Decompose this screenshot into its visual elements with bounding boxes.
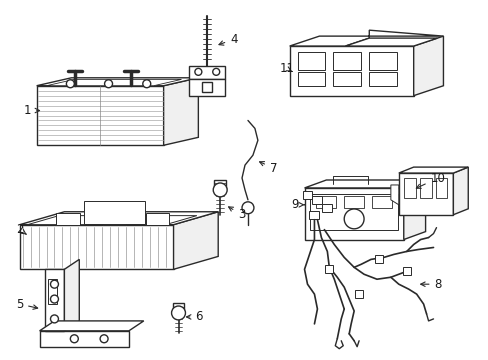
Bar: [325, 265, 333, 273]
Text: 1: 1: [24, 104, 40, 117]
Bar: [435, 178, 447, 198]
Polygon shape: [64, 260, 79, 331]
Polygon shape: [398, 167, 468, 173]
Polygon shape: [20, 212, 218, 225]
Text: 11: 11: [279, 62, 294, 75]
Bar: [368, 52, 396, 70]
Bar: [333, 52, 360, 70]
Bar: [316, 196, 336, 208]
Polygon shape: [172, 303, 184, 313]
Bar: [102, 213, 126, 225]
Circle shape: [212, 68, 219, 75]
Text: 5: 5: [16, 297, 38, 311]
Circle shape: [104, 80, 112, 88]
Bar: [297, 72, 325, 86]
Polygon shape: [390, 185, 398, 205]
Bar: [333, 72, 360, 86]
Circle shape: [50, 280, 59, 288]
Bar: [202, 82, 212, 92]
Polygon shape: [289, 30, 443, 46]
Polygon shape: [345, 38, 437, 46]
Polygon shape: [40, 321, 143, 331]
Circle shape: [100, 335, 108, 343]
Bar: [47, 279, 57, 304]
Text: 10: 10: [415, 171, 445, 188]
Polygon shape: [173, 212, 218, 269]
Bar: [374, 255, 382, 264]
Circle shape: [50, 295, 59, 303]
Bar: [354, 290, 362, 298]
Polygon shape: [398, 173, 452, 215]
Text: 8: 8: [420, 278, 441, 291]
Polygon shape: [28, 216, 197, 225]
Bar: [371, 196, 391, 208]
Text: 6: 6: [186, 310, 203, 323]
Circle shape: [344, 209, 364, 229]
Circle shape: [70, 335, 78, 343]
Text: 4: 4: [219, 33, 237, 46]
Bar: [312, 196, 322, 204]
Bar: [368, 72, 396, 86]
Polygon shape: [40, 331, 129, 347]
Polygon shape: [413, 36, 443, 96]
Polygon shape: [452, 167, 468, 215]
Bar: [297, 52, 325, 70]
Circle shape: [66, 80, 74, 88]
Bar: [402, 267, 410, 275]
Bar: [403, 178, 415, 198]
Circle shape: [213, 183, 226, 197]
Circle shape: [171, 306, 185, 320]
Circle shape: [50, 315, 59, 323]
Text: 7: 7: [259, 162, 277, 175]
Polygon shape: [189, 66, 224, 79]
Polygon shape: [83, 201, 145, 224]
Polygon shape: [304, 188, 403, 239]
Polygon shape: [46, 80, 181, 86]
Polygon shape: [403, 180, 425, 239]
Bar: [419, 178, 431, 198]
Polygon shape: [163, 78, 198, 145]
Text: 3: 3: [228, 207, 245, 221]
Bar: [56, 213, 80, 225]
Polygon shape: [304, 180, 425, 188]
Bar: [310, 194, 397, 230]
Text: 2: 2: [16, 223, 26, 236]
Polygon shape: [37, 86, 163, 145]
Circle shape: [195, 68, 202, 75]
Polygon shape: [189, 79, 224, 96]
Bar: [322, 204, 332, 212]
Bar: [302, 191, 312, 199]
Bar: [344, 196, 364, 208]
Circle shape: [242, 202, 253, 214]
Polygon shape: [37, 78, 198, 86]
Bar: [309, 211, 319, 219]
Polygon shape: [289, 46, 413, 96]
Polygon shape: [214, 180, 225, 190]
Polygon shape: [20, 225, 173, 269]
Text: 9: 9: [291, 198, 304, 211]
Polygon shape: [44, 269, 64, 331]
Circle shape: [142, 80, 150, 88]
Bar: [145, 213, 169, 225]
